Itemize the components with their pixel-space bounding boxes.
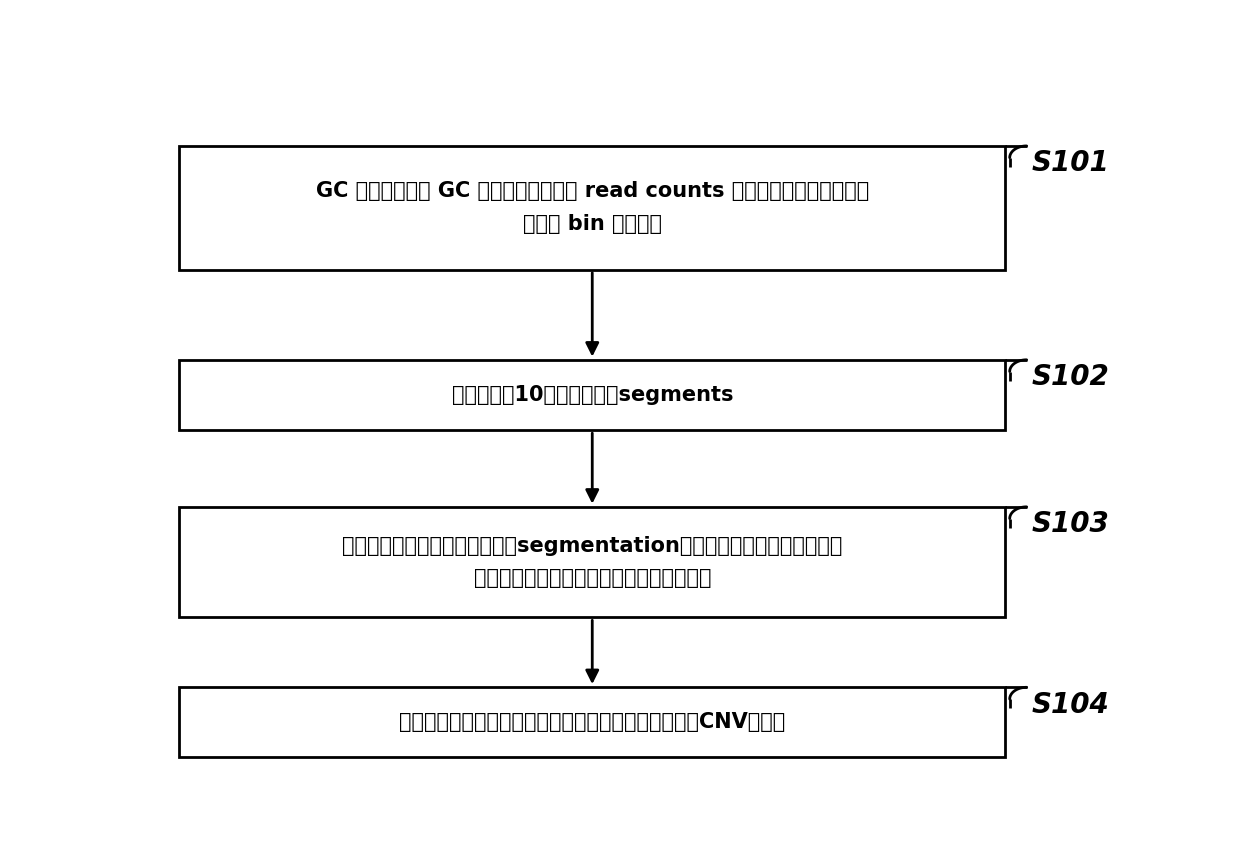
Text: 用假设检验的方法把变异区域提取出来，确定变异区域CNV类型。: 用假设检验的方法把变异区域提取出来，确定变异区域CNV类型。 <box>399 713 785 733</box>
Bar <box>179 146 1006 270</box>
Text: 将序列分为10个长度相等的segments: 将序列分为10个长度相等的segments <box>451 385 733 404</box>
Text: S103: S103 <box>1032 510 1110 538</box>
Text: GC 含量校准，把 GC 个数相等的区域的 read counts 取均值；利用去噪算法，
对每个 bin 进行去噪: GC 含量校准，把 GC 个数相等的区域的 read counts 取均值；利用… <box>316 181 869 234</box>
Bar <box>179 507 1006 617</box>
Text: S102: S102 <box>1032 363 1110 391</box>
Text: S104: S104 <box>1032 691 1110 719</box>
Bar <box>179 687 1006 758</box>
Text: 采用基于交叉模型的统计方法对segmentation后的数据进行处理，确定测试
集数据和建模数据，计算每个数据的概率值: 采用基于交叉模型的统计方法对segmentation后的数据进行处理，确定测试 … <box>342 536 842 589</box>
Text: S101: S101 <box>1032 149 1110 177</box>
Bar <box>179 360 1006 430</box>
